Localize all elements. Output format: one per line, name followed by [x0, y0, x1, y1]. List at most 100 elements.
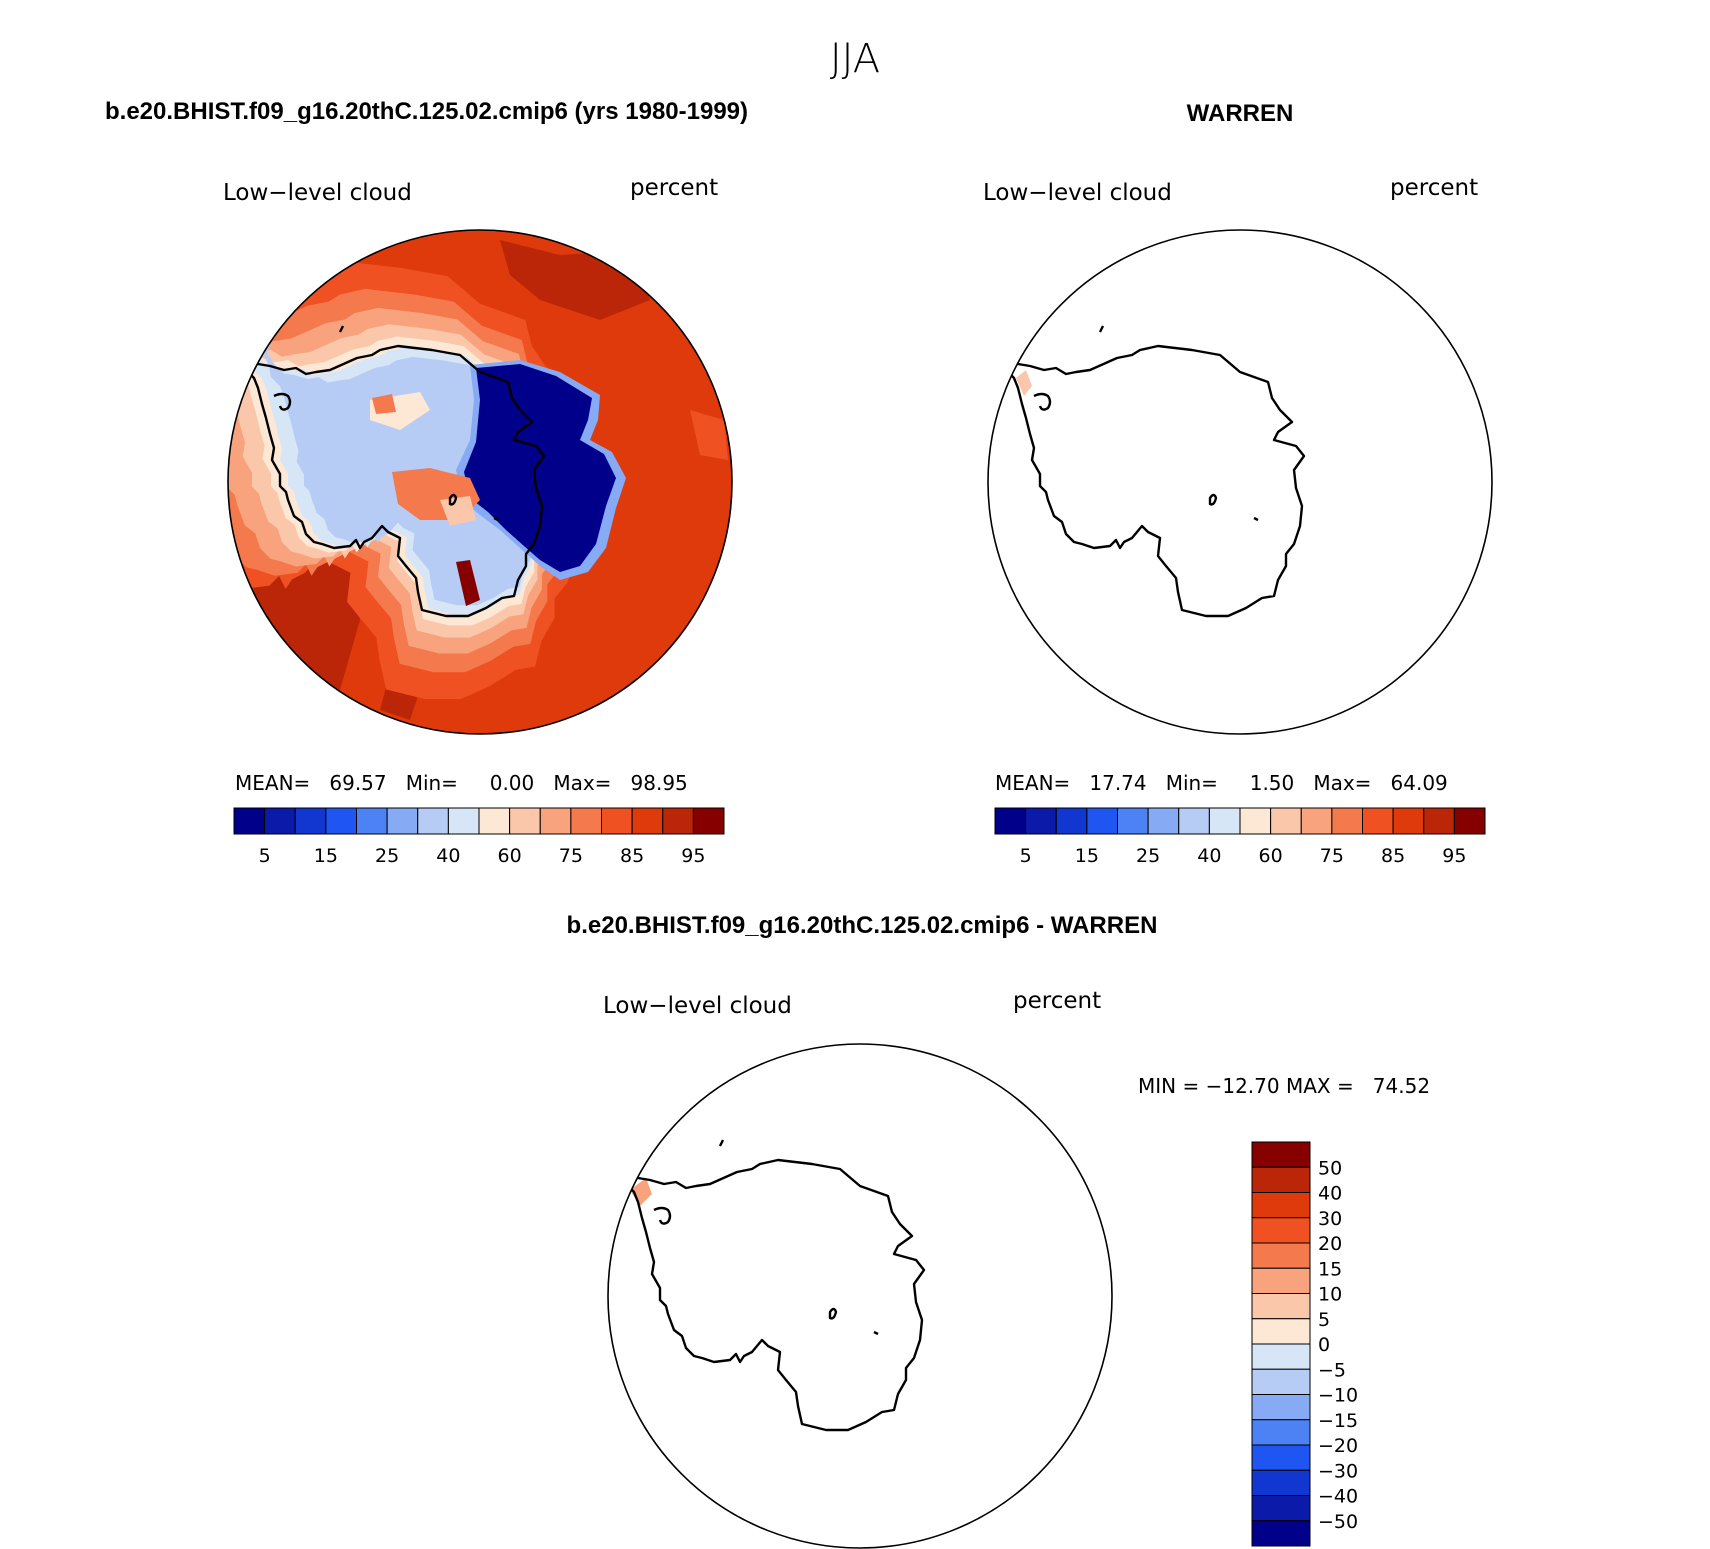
colorbar-tick-label: 25	[1136, 845, 1160, 867]
colorbar-box	[539, 807, 572, 835]
colorbar-tick-label: −10	[1318, 1385, 1358, 1407]
panel2-case-title: WARREN	[1187, 100, 1294, 127]
colorbar-tick-label: 15	[1318, 1258, 1342, 1280]
colorbar-box	[1251, 1419, 1311, 1446]
colorbar-box	[1025, 807, 1057, 835]
colorbar-box	[1331, 807, 1363, 835]
colorbar-tick-label: 60	[1259, 845, 1283, 867]
panel3-diff-box	[630, 1178, 652, 1206]
colorbar-box	[662, 807, 694, 835]
colorbar-box	[1270, 807, 1302, 835]
colorbar-box	[294, 807, 327, 835]
panel-diff: b.e20.BHIST.f09_g16.20thC.125.02.cmip6 -…	[567, 912, 1430, 1549]
colorbar-tick-label: 40	[436, 845, 460, 867]
colorbar-box	[264, 807, 296, 835]
colorbar-box	[386, 807, 419, 835]
colorbar-tick-label: 40	[1318, 1183, 1342, 1205]
panel2-stats: MEAN= 17.74 Min= 1.50 Max= 64.09	[995, 771, 1448, 795]
panel3-units-label: percent	[1013, 988, 1101, 1014]
colorbar-box	[1392, 807, 1425, 835]
panel3-map-border	[607, 1043, 1113, 1549]
panel1-case-title: b.e20.BHIST.f09_g16.20thC.125.02.cmip6 (…	[105, 98, 748, 125]
panel3-variable-label: Low−level cloud	[603, 993, 792, 1019]
colorbar-box	[417, 807, 449, 835]
panel3-case-title: b.e20.BHIST.f09_g16.20thC.125.02.cmip6 -…	[567, 912, 1158, 939]
colorbar-tick-label: −30	[1318, 1460, 1358, 1482]
colorbar-box	[1251, 1318, 1311, 1345]
colorbar-box	[1251, 1343, 1311, 1370]
colorbar-box	[325, 807, 357, 835]
figure-title: JJA	[830, 36, 880, 82]
colorbar-box	[1251, 1166, 1311, 1193]
colorbar-box	[1147, 807, 1180, 835]
colorbar-tick-label: −50	[1318, 1511, 1358, 1533]
colorbar-box	[1251, 1444, 1311, 1471]
colorbar-box	[233, 807, 266, 835]
colorbar-box	[447, 807, 480, 835]
colorbar-box	[1251, 1192, 1311, 1219]
colorbar-tick-label: 95	[1442, 845, 1466, 867]
colorbar-box	[1251, 1368, 1311, 1395]
colorbar-tick-label: 50	[1318, 1157, 1342, 1179]
colorbar-box	[631, 807, 664, 835]
colorbar-tick-label: 5	[1318, 1309, 1330, 1331]
panel1-region-moderate	[372, 394, 396, 414]
colorbar-box	[1453, 807, 1486, 835]
colorbar-tick-label: −40	[1318, 1486, 1358, 1508]
panel1-region-max	[456, 560, 480, 606]
colorbar-tick-label: 5	[1020, 845, 1032, 867]
colorbar-box	[1251, 1141, 1311, 1168]
colorbar-box	[478, 807, 511, 835]
colorbar-tick-label: −20	[1318, 1435, 1358, 1457]
panel1-map	[228, 230, 732, 734]
colorbar-box	[509, 807, 541, 835]
panel-model: b.e20.BHIST.f09_g16.20thC.125.02.cmip6 (…	[105, 98, 748, 867]
panel1-colorbar: 5 15 25 40 60 75 85 95	[233, 807, 725, 867]
colorbar-tick-label: −15	[1318, 1410, 1358, 1432]
colorbar-tick-label: 15	[1075, 845, 1099, 867]
panel3-map	[608, 1044, 1112, 1548]
colorbar-box	[1086, 807, 1118, 835]
colorbar-tick-label: 0	[1318, 1334, 1330, 1356]
panel1-variable-label: Low−level cloud	[223, 180, 412, 206]
panel2-obs-box	[1016, 370, 1032, 396]
colorbar-box	[356, 807, 388, 835]
colorbar-tick-label: 85	[1381, 845, 1405, 867]
colorbar-box	[1251, 1217, 1311, 1244]
colorbar-box	[1251, 1469, 1311, 1496]
colorbar-tick-label: 95	[681, 845, 705, 867]
colorbar-tick-label: 75	[1320, 845, 1344, 867]
colorbar-box	[994, 807, 1027, 835]
colorbar-box	[1251, 1520, 1311, 1547]
panel2-units-label: percent	[1390, 175, 1478, 201]
colorbar-tick-label: 10	[1318, 1284, 1342, 1306]
colorbar-box	[1117, 807, 1149, 835]
colorbar-box	[1362, 807, 1394, 835]
colorbar-tick-label: 20	[1318, 1233, 1342, 1255]
colorbar-box	[570, 807, 602, 835]
panel1-region-very-low	[464, 364, 616, 572]
colorbar-tick-label: 30	[1318, 1208, 1342, 1230]
colorbar-tick-label: 60	[498, 845, 522, 867]
colorbar-tick-label: −5	[1318, 1359, 1346, 1381]
colorbar-tick-label: 40	[1197, 845, 1221, 867]
colorbar-box	[1251, 1293, 1311, 1320]
colorbar-box	[1251, 1267, 1311, 1294]
colorbar-tick-label: 25	[375, 845, 399, 867]
panel1-units-label: percent	[630, 175, 718, 201]
colorbar-tick-label: 5	[259, 845, 271, 867]
colorbar-box	[1423, 807, 1455, 835]
panel2-variable-label: Low−level cloud	[983, 180, 1172, 206]
colorbar-box	[1251, 1394, 1311, 1421]
colorbar-box	[1239, 807, 1272, 835]
colorbar-box	[1251, 1242, 1311, 1269]
panel2-colorbar: 5 15 25 40 60 75 85 95	[994, 807, 1486, 867]
colorbar-box	[1178, 807, 1210, 835]
colorbar-box	[1300, 807, 1333, 835]
colorbar-tick-label: 75	[559, 845, 583, 867]
colorbar-box	[692, 807, 725, 835]
colorbar-box	[601, 807, 633, 835]
panel1-stats: MEAN= 69.57 Min= 0.00 Max= 98.95	[235, 771, 688, 795]
